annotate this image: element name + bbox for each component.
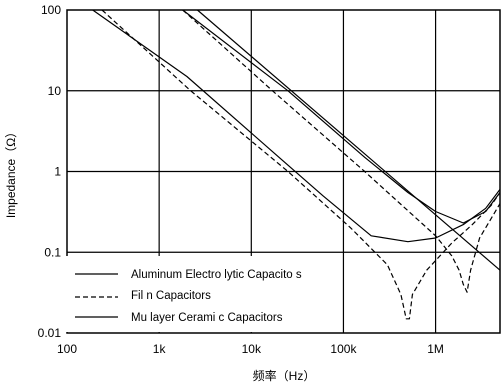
x-tick-label: 10k <box>242 342 262 356</box>
y-tick-label: 0.01 <box>38 326 62 340</box>
y-tick-label: 10 <box>48 84 62 98</box>
y-tick-label: 0.1 <box>44 245 61 259</box>
series-line-3 <box>182 9 501 293</box>
series-layer <box>92 9 501 320</box>
legend: Aluminum Electro lytic Capacito s Fil n … <box>66 256 321 332</box>
x-tick-label: 100 <box>57 342 77 356</box>
series-line-2 <box>101 9 501 320</box>
y-tick-labels: 0.01 0.1 1 10 100 <box>38 3 62 340</box>
x-tick-label: 100k <box>330 342 357 356</box>
series-line-1 <box>182 9 501 224</box>
x-tick-labels: 100 1k 10k 100k 1M <box>57 342 444 356</box>
x-tick-label: 1M <box>427 342 444 356</box>
legend-label-aluminum: Aluminum Electro lytic Capacito s <box>131 269 302 281</box>
x-tick-label: 1k <box>153 342 167 356</box>
y-tick-label: 1 <box>54 165 61 179</box>
y-axis-title: Impedance（Ω） <box>4 126 18 218</box>
series-line-0 <box>92 9 501 243</box>
y-tick-label: 100 <box>41 3 61 17</box>
legend-label-ceramic: Mu layer Cerami c Capacitors <box>131 312 283 324</box>
series-line-4 <box>197 9 501 271</box>
legend-box <box>66 256 321 332</box>
x-axis-title: 频率（Hz） <box>253 368 316 383</box>
legend-label-film: Fil n Capacitors <box>131 290 211 302</box>
